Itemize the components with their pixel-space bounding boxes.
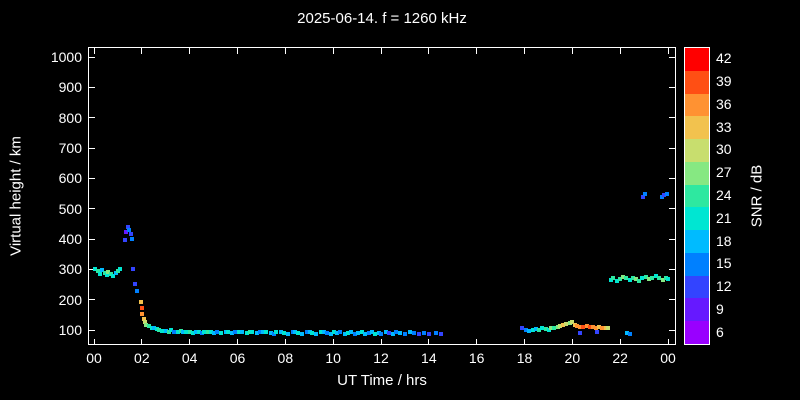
- colorbar-tick-label: 12: [716, 278, 732, 295]
- y-tick-label: 500: [58, 200, 82, 217]
- x-tick-label: 00: [86, 350, 102, 366]
- colorbar-band: [685, 93, 709, 117]
- y-tick-label: 1000: [50, 49, 82, 65]
- x-tick-label: 18: [516, 350, 533, 366]
- y-tick-label: 400: [58, 231, 82, 247]
- chart-title: 2025-06-14. f = 1260 kHz: [297, 10, 467, 27]
- y-tick-label: 800: [58, 109, 82, 126]
- colorbar-tick-label: 30: [716, 141, 732, 158]
- colorbar-band: [685, 298, 709, 322]
- x-tick-label: 16: [468, 350, 485, 366]
- colorbar-tick-label: 24: [716, 187, 732, 203]
- colorbar-tick-label: 21: [716, 209, 732, 226]
- colorbar-band: [685, 116, 709, 140]
- x-tick-label: 06: [229, 350, 246, 366]
- colorbar-band: [685, 252, 709, 277]
- x-tick-label: 14: [421, 350, 437, 366]
- colorbar-band: [685, 207, 709, 231]
- colorbar-label: SNR / dB: [748, 164, 766, 228]
- colorbar-tick-label: 9: [716, 300, 724, 317]
- y-tick-label: 300: [58, 261, 82, 278]
- x-axis-label: UT Time / hrs: [337, 372, 427, 389]
- y-tick-label: 100: [58, 322, 82, 338]
- y-tick-label: 200: [58, 291, 82, 308]
- y-tick-label: 900: [58, 79, 82, 96]
- y-tick-label: 600: [58, 170, 82, 187]
- plot-area: [88, 47, 676, 345]
- x-tick-label: 08: [277, 350, 294, 366]
- colorbar-band: [685, 321, 709, 344]
- colorbar-tick-label: 36: [716, 95, 732, 112]
- x-tick-label: 04: [181, 350, 198, 366]
- colorbar-tick-label: 39: [716, 73, 732, 90]
- x-tick-label: 00: [660, 350, 676, 366]
- x-tick-label: 22: [612, 350, 628, 366]
- y-tick-label: 700: [58, 140, 82, 156]
- colorbar-band: [685, 275, 709, 300]
- colorbar-band: [685, 139, 709, 163]
- colorbar-band: [685, 70, 709, 95]
- y-axis-label: Virtual height / km: [7, 136, 25, 256]
- colorbar-band: [685, 48, 709, 72]
- colorbar-tick-label: 6: [716, 323, 724, 340]
- colorbar-tick-label: 33: [716, 118, 732, 135]
- colorbar-tick-label: 18: [716, 232, 732, 249]
- colorbar-band: [685, 161, 709, 186]
- x-tick-label: 12: [373, 350, 389, 366]
- x-tick-label: 10: [325, 350, 341, 366]
- x-tick-label: 20: [564, 350, 581, 366]
- colorbar-tick-label: 27: [716, 164, 732, 181]
- colorbar-tick-label: 42: [716, 50, 732, 67]
- colorbar-band: [685, 184, 709, 208]
- colorbar: [684, 47, 710, 345]
- colorbar-band: [685, 230, 709, 254]
- x-tick-label: 02: [134, 350, 150, 366]
- colorbar-tick-label: 15: [716, 255, 732, 272]
